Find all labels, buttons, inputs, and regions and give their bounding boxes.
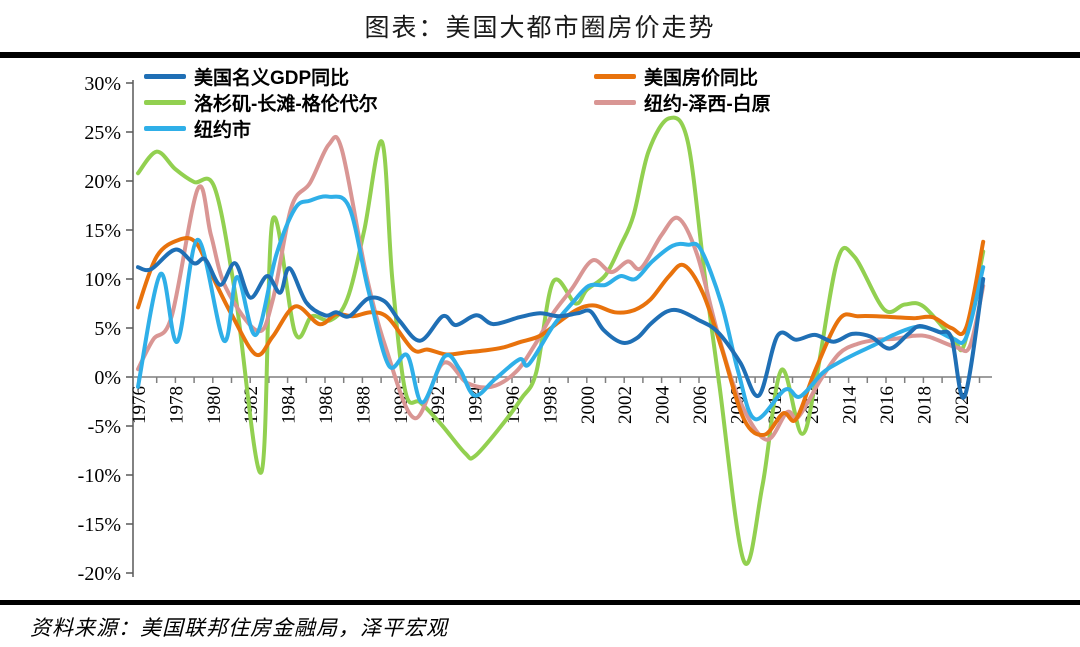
y-tick-label: -5% xyxy=(88,416,121,438)
series-line-4 xyxy=(136,194,986,422)
x-tick-label: 2004 xyxy=(653,386,674,425)
legend-swatch-icon xyxy=(594,99,636,105)
legend-swatch-icon xyxy=(144,99,186,105)
y-tick-label: 25% xyxy=(84,122,121,144)
x-tick-label: 1988 xyxy=(353,386,374,424)
x-tick-label: 2000 xyxy=(578,386,599,424)
x-tick-label: 1998 xyxy=(540,386,561,424)
chart-legend: 美国名义GDP同比 美国房价同比洛杉矶-长滩-格伦代尔 纽约-泽西-白原纽约市 xyxy=(144,63,771,141)
x-tick-label: 1984 xyxy=(279,386,300,425)
legend-item-0: 美国名义GDP同比 xyxy=(144,63,594,90)
legend-item-4: 纽约市 xyxy=(144,115,594,142)
series-line-3 xyxy=(136,135,986,442)
y-tick-label: 10% xyxy=(84,269,121,291)
legend-label: 洛杉矶-长滩-格伦代尔 xyxy=(194,93,378,115)
series-line-2 xyxy=(136,115,986,566)
legend-item-2: 洛杉矶-长滩-格伦代尔 xyxy=(144,89,594,116)
y-tick-label: 20% xyxy=(84,171,121,193)
legend-swatch-icon xyxy=(144,73,186,79)
bottom-divider xyxy=(0,600,1080,605)
x-tick-label: 2014 xyxy=(840,386,861,425)
y-tick-label: 15% xyxy=(84,220,121,242)
x-tick-label: 1978 xyxy=(166,386,187,424)
x-tick-label: 1980 xyxy=(204,386,225,424)
legend-label: 纽约-泽西-白原 xyxy=(644,93,771,115)
x-tick-label: 1976 xyxy=(129,386,150,424)
y-tick-label: -20% xyxy=(78,563,121,585)
y-tick-label: 30% xyxy=(84,73,121,95)
x-tick-label: 2016 xyxy=(877,386,898,424)
x-tick-label: 2006 xyxy=(690,386,711,424)
legend-label: 纽约市 xyxy=(194,119,252,141)
series-line-0 xyxy=(136,247,986,400)
legend-swatch-icon xyxy=(144,125,186,131)
y-tick-label: -10% xyxy=(78,465,121,487)
x-tick-label: 2002 xyxy=(615,386,636,424)
x-tick-label: 1986 xyxy=(316,386,337,424)
legend-item-1: 美国房价同比 xyxy=(594,63,771,90)
x-tick-label: 2018 xyxy=(914,386,935,424)
x-tick-label: 2020 xyxy=(952,386,973,424)
legend-label: 美国房价同比 xyxy=(644,67,759,89)
source-note: 资料来源：美国联邦住房金融局，泽平宏观 xyxy=(30,616,448,640)
y-tick-label: 0% xyxy=(94,367,121,389)
legend-swatch-icon xyxy=(594,73,636,79)
legend-label: 美国名义GDP同比 xyxy=(194,67,350,89)
legend-item-3: 纽约-泽西-白原 xyxy=(594,89,771,116)
y-tick-label: 5% xyxy=(94,318,121,340)
page-title: 图表：美国大都市圈房价走势 xyxy=(364,15,716,42)
top-divider xyxy=(0,52,1080,58)
y-tick-label: -15% xyxy=(78,514,121,536)
